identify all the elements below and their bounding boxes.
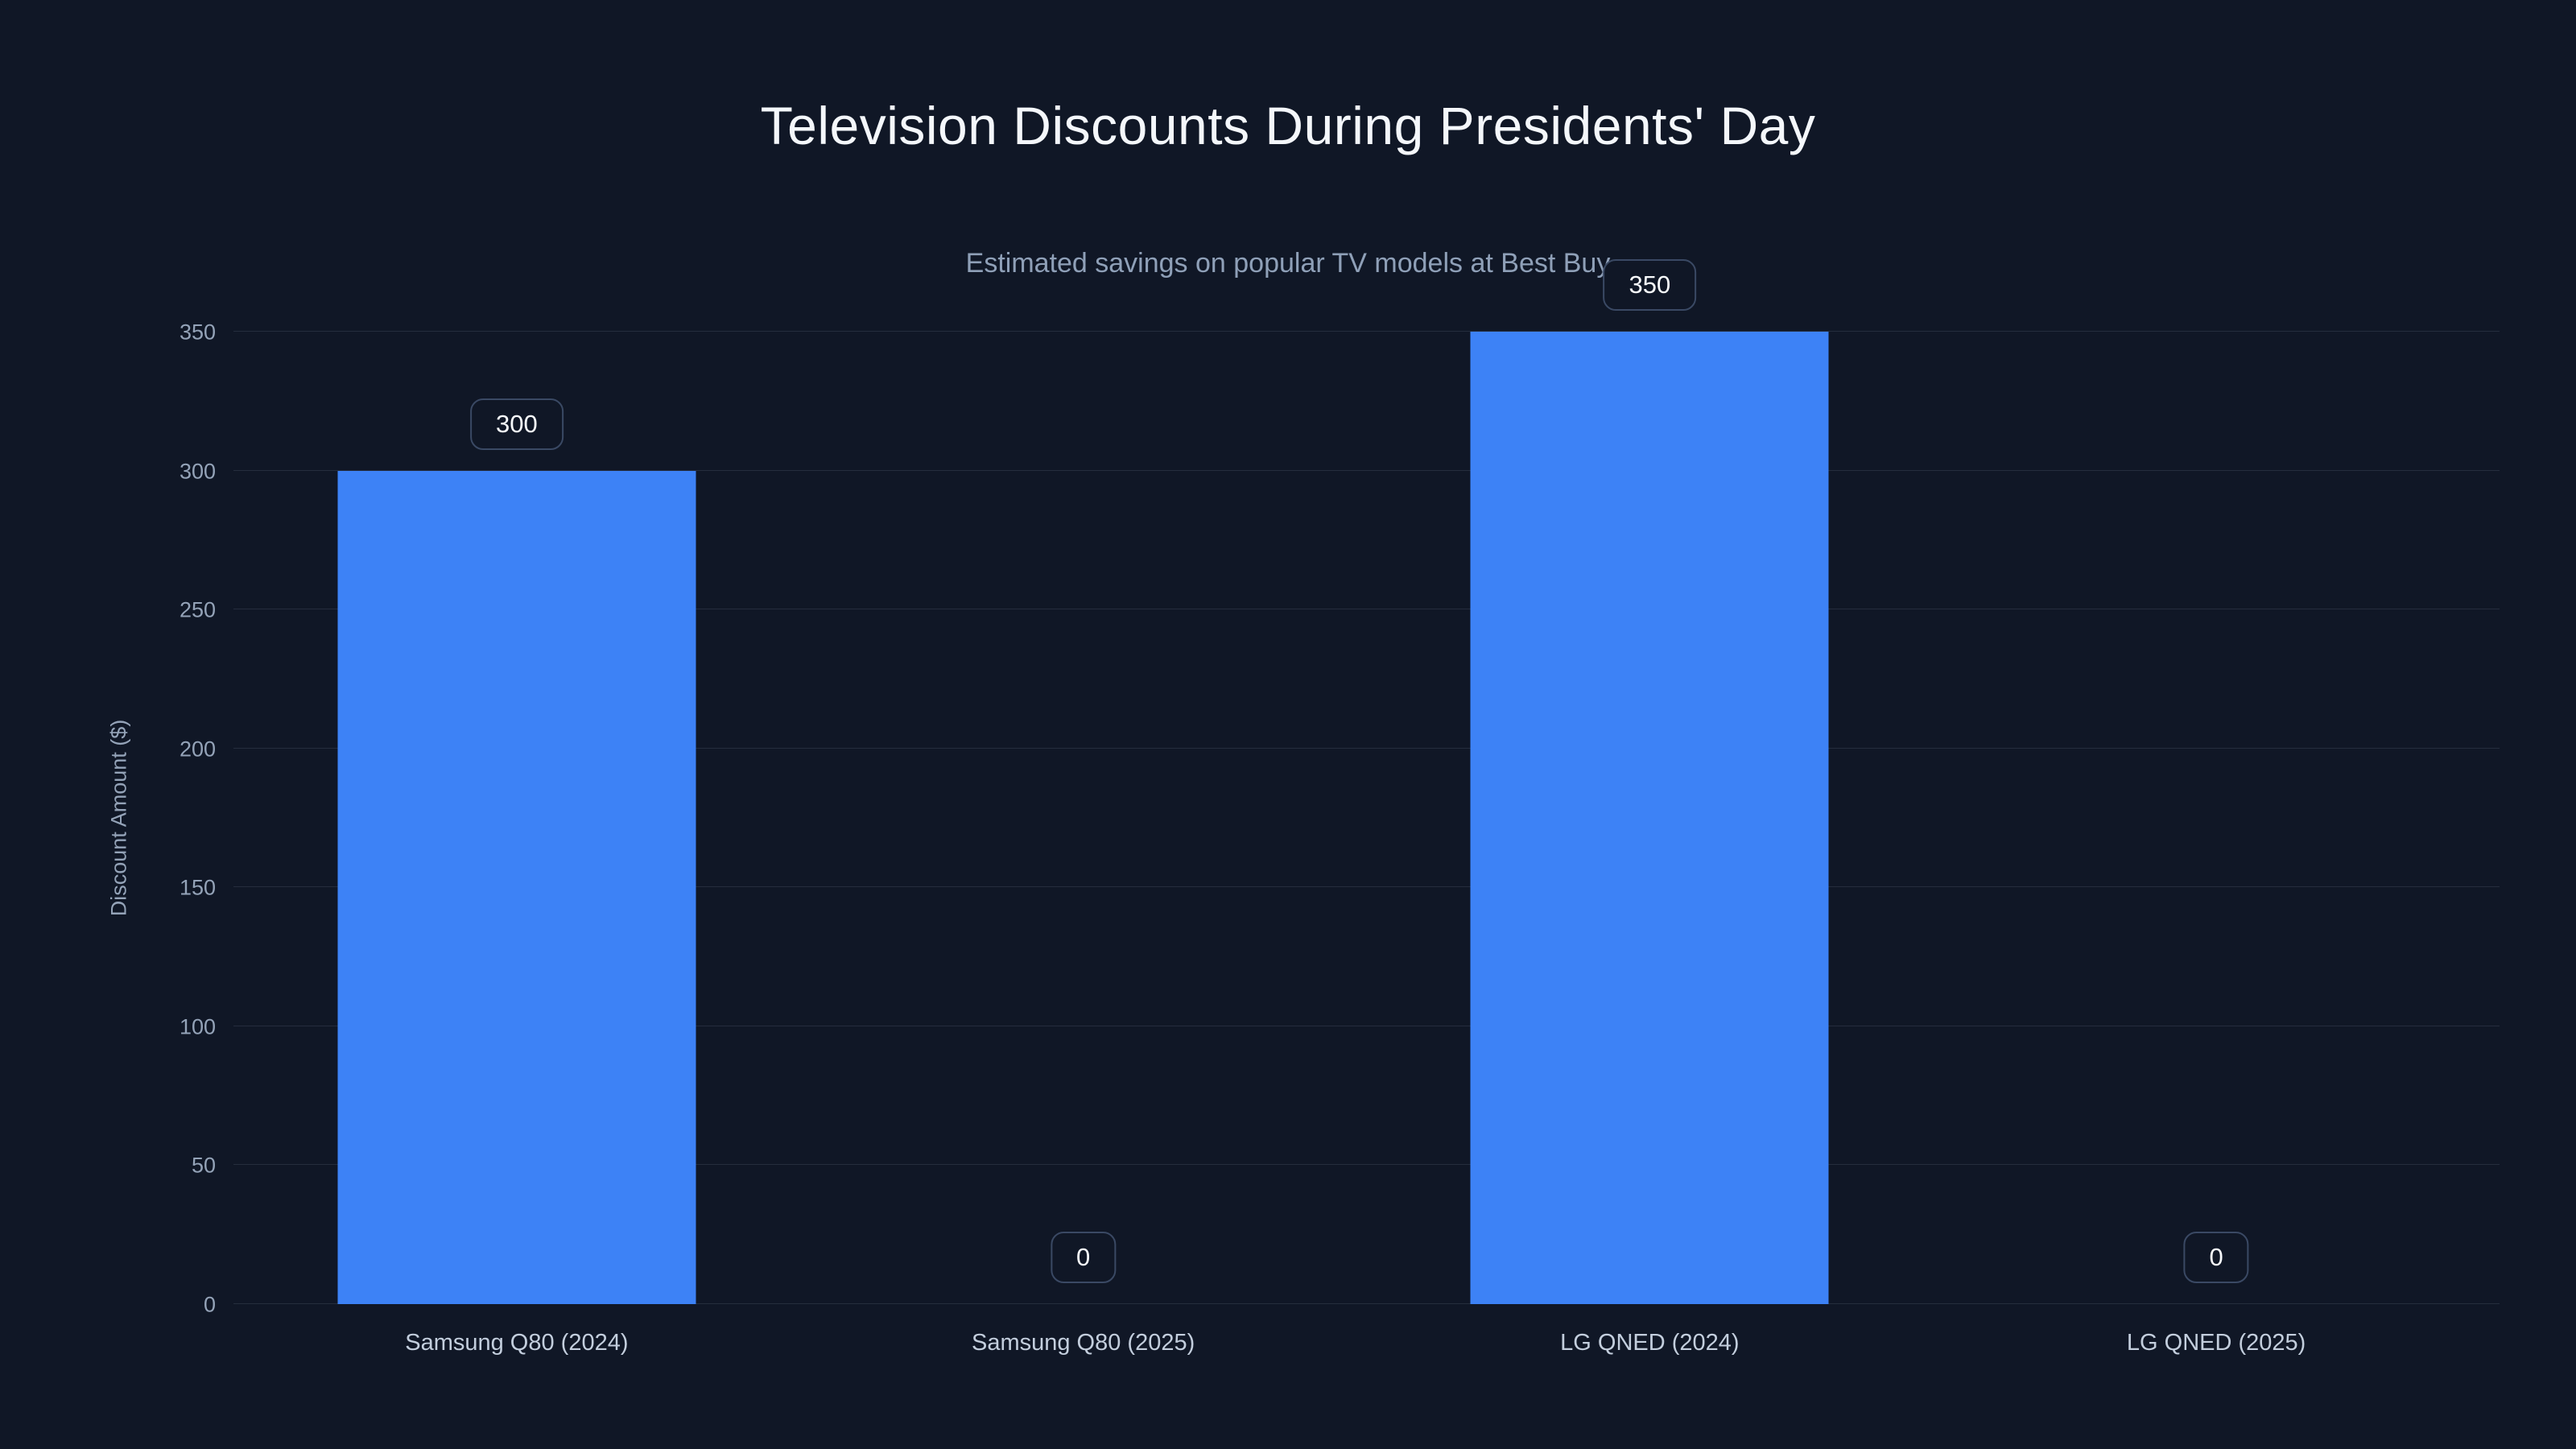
chart-title: Television Discounts During Presidents' … [760,96,1816,155]
value-label-LG QNED (2024): 350 [1603,259,1697,311]
y-tick-label-300: 300 [179,459,216,484]
value-label-LG QNED (2025): 0 [2183,1232,2249,1283]
gridline-y-150 [233,886,2500,888]
y-tick-label-50: 50 [191,1153,216,1178]
bar-LG QNED (2024) [1470,332,1829,1304]
value-label-Samsung Q80 (2025): 0 [1051,1232,1117,1283]
value-label-Samsung Q80 (2024): 300 [470,398,564,450]
y-tick-label-200: 200 [179,737,216,762]
y-tick-label-350: 350 [179,320,216,345]
plot-area: 0 50 100 150 200 250 300 350 300 Samsung Q80 (202… [180,259,2500,1356]
gridline-y-50 [233,1164,2500,1166]
gridline-y-300 [233,469,2500,471]
x-category-label-Samsung Q80 (2025): Samsung Q80 (2025) [971,1330,1195,1356]
chart-subtitle: Estimated savings on popular TV models a… [965,248,1611,279]
y-tick-label-150: 150 [179,875,216,900]
y-tick-label-250: 250 [179,597,216,622]
x-category-label-LG QNED (2025): LG QNED (2025) [2126,1330,2306,1356]
x-category-label-Samsung Q80 (2024): Samsung Q80 (2024) [405,1330,629,1356]
bar-Samsung Q80 (2024) [337,470,696,1304]
y-axis-label: Discount Amount ($) [106,719,131,917]
gridline-y-200 [233,747,2500,749]
gridline-y-350 [233,331,2500,332]
y-tick-label-100: 100 [179,1014,216,1039]
y-tick-label-0: 0 [203,1292,216,1317]
x-category-label-LG QNED (2024): LG QNED (2024) [1560,1330,1740,1356]
gridline-y-0 [233,1303,2500,1304]
